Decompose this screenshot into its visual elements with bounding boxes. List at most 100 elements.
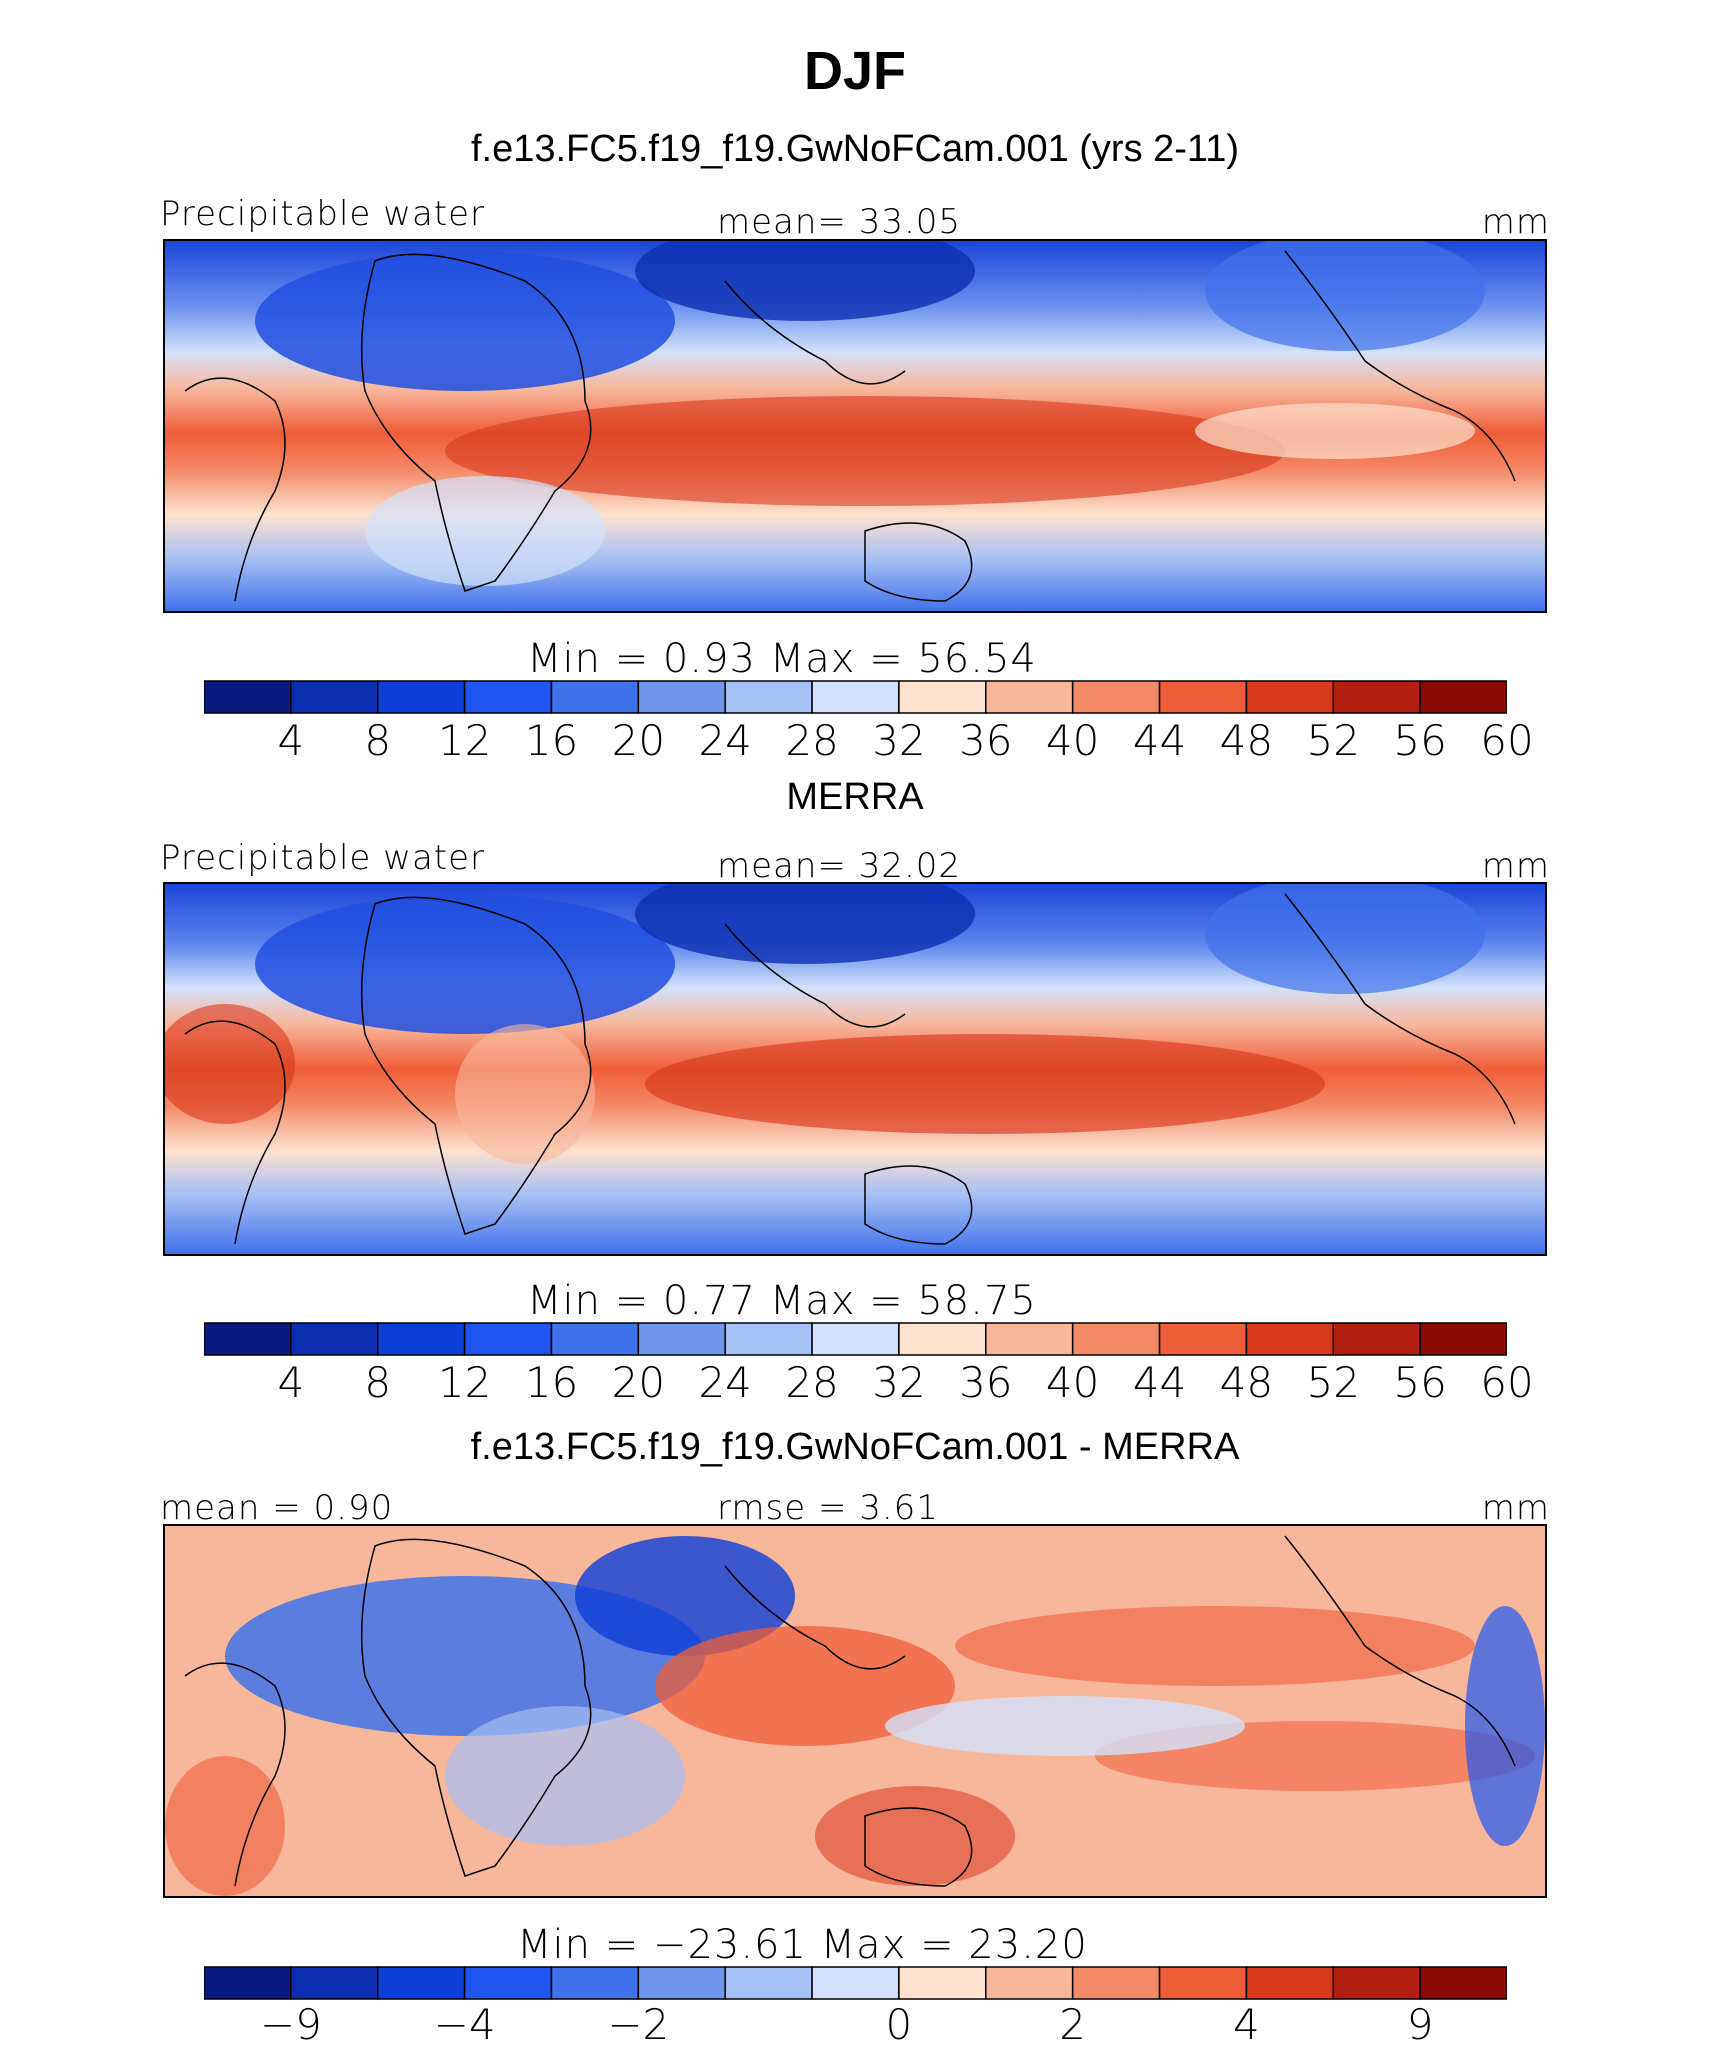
colorbar-tick-label: 48 [1219, 1358, 1274, 1407]
colorbar-swatch [637, 680, 726, 714]
colorbar-tick-label: 48 [1219, 716, 1274, 765]
colorbar-tick-label: 44 [1132, 1358, 1187, 1407]
panel-3-title: f.e13.FC5.f19_f19.GwNoFCam.001 - MERRA [470, 1426, 1240, 1468]
colorbar-tick-label: 40 [1045, 1358, 1100, 1407]
colorbar-swatch [1158, 680, 1248, 714]
colorbar-swatch [1071, 680, 1161, 714]
colorbar-swatch [550, 1322, 640, 1356]
colorbar-swatch [724, 680, 813, 714]
panel-3-units: mm [1481, 1488, 1550, 1528]
colorbar-tick-label: 60 [1480, 1358, 1534, 1407]
panel-1-mean-label: mean= 33.05 [717, 202, 962, 242]
colorbar-tick-label: 60 [1480, 716, 1534, 765]
colorbar-swatch [811, 1966, 900, 2000]
colorbar-tick-label: 8 [364, 1358, 392, 1407]
colorbar-swatch [1419, 1966, 1507, 2000]
colorbar-tick-label: 52 [1306, 1358, 1360, 1407]
panel-2-variable-label: Precipitable water [160, 838, 486, 878]
colorbar-tick-label: 56 [1393, 1358, 1447, 1407]
colorbar-swatch [1245, 1322, 1335, 1356]
panel-2-title: MERRA [786, 776, 924, 818]
panel-3-colorbar [204, 1966, 1507, 2000]
colorbar-swatch [724, 1966, 813, 2000]
colorbar-swatch [1071, 1322, 1161, 1356]
colorbar-swatch [985, 1322, 1074, 1356]
colorbar-tick-label: 4 [277, 716, 305, 765]
colorbar-swatch [898, 1966, 987, 2000]
panel-1-colorbar [204, 680, 1507, 714]
colorbar-tick-label: 9 [1406, 2000, 1434, 2049]
colorbar-tick-label: 24 [698, 1358, 752, 1407]
colorbar-tick-label: 28 [785, 716, 839, 765]
colorbar-swatch [463, 1966, 553, 2000]
colorbar-tick-label: 16 [524, 1358, 579, 1407]
colorbar-swatch [376, 680, 466, 714]
panel-1-title: f.e13.FC5.f19_f19.GwNoFCam.001 (yrs 2-11… [470, 128, 1240, 170]
colorbar-swatch [1332, 1966, 1421, 2000]
colorbar-swatch [1245, 1966, 1335, 2000]
panel-1-minmax: Min = 0.93 Max = 56.54 [527, 636, 1037, 682]
colorbar-swatch [1332, 1322, 1421, 1356]
colorbar-tick-label: 32 [872, 716, 926, 765]
panel-3-field [165, 1526, 1545, 1896]
colorbar-swatch [290, 1966, 379, 2000]
panel-1-units: mm [1481, 202, 1550, 242]
colorbar-swatch [637, 1322, 726, 1356]
colorbar-tick-label: 4 [1233, 2000, 1260, 2049]
colorbar-tick-label: 2 [1059, 2000, 1087, 2049]
colorbar-tick-label: 16 [524, 716, 579, 765]
colorbar-tick-label: 20 [611, 1358, 666, 1407]
panel-3-mean-label: mean = 0.90 [160, 1488, 394, 1528]
colorbar-swatch [724, 1322, 813, 1356]
colorbar-tick-label: −9 [259, 2000, 322, 2049]
panel-2-minmax: Min = 0.77 Max = 58.75 [527, 1278, 1037, 1324]
colorbar-tick-label: 40 [1045, 716, 1100, 765]
colorbar-tick-label: −2 [607, 2000, 670, 2049]
panel-2-colorbar [204, 1322, 1507, 1356]
colorbar-tick-label: 12 [437, 716, 492, 765]
colorbar-tick-label: 0 [885, 2000, 913, 2049]
colorbar-swatch [1158, 1322, 1248, 1356]
figure-title: DJF [803, 41, 906, 101]
panel-3-colorbar-ticks: −9 −4 −2 0 2 4 9 [0, 2000, 1710, 2050]
colorbar-swatch [376, 1966, 466, 2000]
colorbar-swatch [550, 1966, 640, 2000]
colorbar-tick-label: 36 [959, 1358, 1013, 1407]
colorbar-swatch [463, 1322, 553, 1356]
colorbar-swatch [1419, 680, 1507, 714]
panel-1-map [163, 239, 1547, 613]
colorbar-tick-label: 4 [277, 1358, 305, 1407]
panel-1-variable-label: Precipitable water [160, 194, 486, 234]
colorbar-swatch [898, 1322, 987, 1356]
panel-2-colorbar-ticks: 4 8 12 16 20 24 28 32 36 40 44 48 52 56 60 [0, 1358, 1710, 1408]
colorbar-swatch [290, 1322, 379, 1356]
colorbar-swatch [811, 1322, 900, 1356]
colorbar-swatch [985, 1966, 1074, 2000]
colorbar-tick-label: 20 [611, 716, 666, 765]
colorbar-tick-label: 44 [1132, 716, 1187, 765]
colorbar-tick-label: −4 [433, 2000, 496, 2049]
colorbar-tick-label: 52 [1306, 716, 1360, 765]
colorbar-swatch [204, 1322, 292, 1356]
panel-3-map [163, 1524, 1547, 1898]
colorbar-swatch [204, 1966, 292, 2000]
colorbar-tick-label: 36 [959, 716, 1013, 765]
colorbar-tick-label: 56 [1393, 716, 1447, 765]
colorbar-tick-label: 24 [698, 716, 752, 765]
panel-3-minmax: Min = −23.61 Max = 23.20 [517, 1922, 1088, 1968]
colorbar-tick-label: 12 [437, 1358, 492, 1407]
colorbar-tick-label: 28 [785, 1358, 839, 1407]
colorbar-swatch [811, 680, 900, 714]
colorbar-swatch [1071, 1966, 1161, 2000]
panel-2-mean-label: mean= 32.02 [717, 846, 962, 886]
panel-1-colorbar-ticks: 4 8 12 16 20 24 28 32 36 40 44 48 52 56 60 [0, 716, 1710, 766]
colorbar-swatch [1158, 1966, 1248, 2000]
colorbar-swatch [204, 680, 292, 714]
colorbar-swatch [290, 680, 379, 714]
colorbar-swatch [985, 680, 1074, 714]
panel-2-map [163, 882, 1547, 1256]
panel-2-units: mm [1481, 846, 1550, 886]
colorbar-swatch [637, 1966, 726, 2000]
colorbar-tick-label: 8 [364, 716, 392, 765]
panel-2-field [165, 884, 1545, 1254]
